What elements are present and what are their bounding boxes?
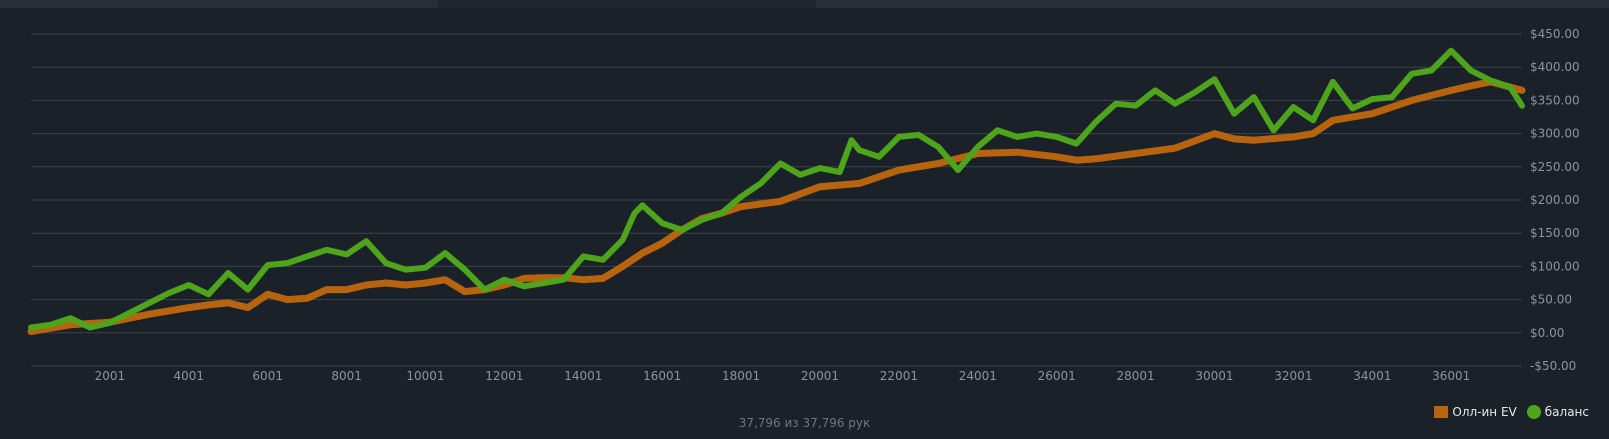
- x-tick-label: 14001: [564, 369, 602, 383]
- x-tick-label: 24001: [959, 369, 997, 383]
- y-tick-label: $150.00: [1530, 226, 1580, 240]
- x-tick-label: 18001: [722, 369, 760, 383]
- top-tab-right: [816, 0, 1609, 8]
- x-tick-label: 22001: [880, 369, 918, 383]
- series-line-allin-ev: [27, 78, 1526, 335]
- balance-swatch-icon: [1526, 405, 1541, 419]
- y-tick-label: $350.00: [1530, 93, 1580, 107]
- legend-label-allin-ev: Олл-ин EV: [1452, 405, 1517, 419]
- x-tick-label: 6001: [252, 369, 283, 383]
- y-tick-label: $300.00: [1530, 127, 1580, 141]
- x-tick-label: 30001: [1195, 369, 1233, 383]
- y-tick-label: $400.00: [1530, 60, 1580, 74]
- series-line-balance: [28, 47, 1525, 331]
- x-tick-label: 34001: [1353, 369, 1391, 383]
- y-tick-label: $50.00: [1530, 293, 1572, 307]
- legend-item-balance[interactable]: баланс: [1526, 405, 1589, 419]
- x-tick-label: 12001: [485, 369, 523, 383]
- x-tick-label: 20001: [801, 369, 839, 383]
- allin-ev-swatch-icon: [1434, 406, 1449, 418]
- top-tab-left: [0, 0, 438, 8]
- x-tick-label: 16001: [643, 369, 681, 383]
- x-tick-label: 8001: [331, 369, 362, 383]
- x-tick-label: 4001: [174, 369, 205, 383]
- chart-legend: Олл-ин EV баланс: [1434, 405, 1589, 419]
- x-tick-label: 28001: [1116, 369, 1154, 383]
- y-tick-label: $0.00: [1530, 326, 1564, 340]
- top-tab-active: [438, 0, 816, 8]
- x-tick-label: 10001: [406, 369, 444, 383]
- x-tick-label: 32001: [1274, 369, 1312, 383]
- y-tick-label: -$50.00: [1530, 359, 1576, 373]
- y-tick-label: $100.00: [1530, 259, 1580, 273]
- legend-item-allin-ev[interactable]: Олл-ин EV: [1434, 405, 1517, 419]
- legend-label-balance: баланс: [1544, 405, 1589, 419]
- y-tick-label: $250.00: [1530, 160, 1580, 174]
- y-tick-label: $450.00: [1530, 27, 1580, 41]
- x-tick-label: 2001: [95, 369, 126, 383]
- y-tick-label: $200.00: [1530, 193, 1580, 207]
- x-tick-label: 26001: [1038, 369, 1076, 383]
- hands-count: 37,796 из 37,796 рук: [738, 416, 871, 430]
- x-tick-label: 36001: [1432, 369, 1470, 383]
